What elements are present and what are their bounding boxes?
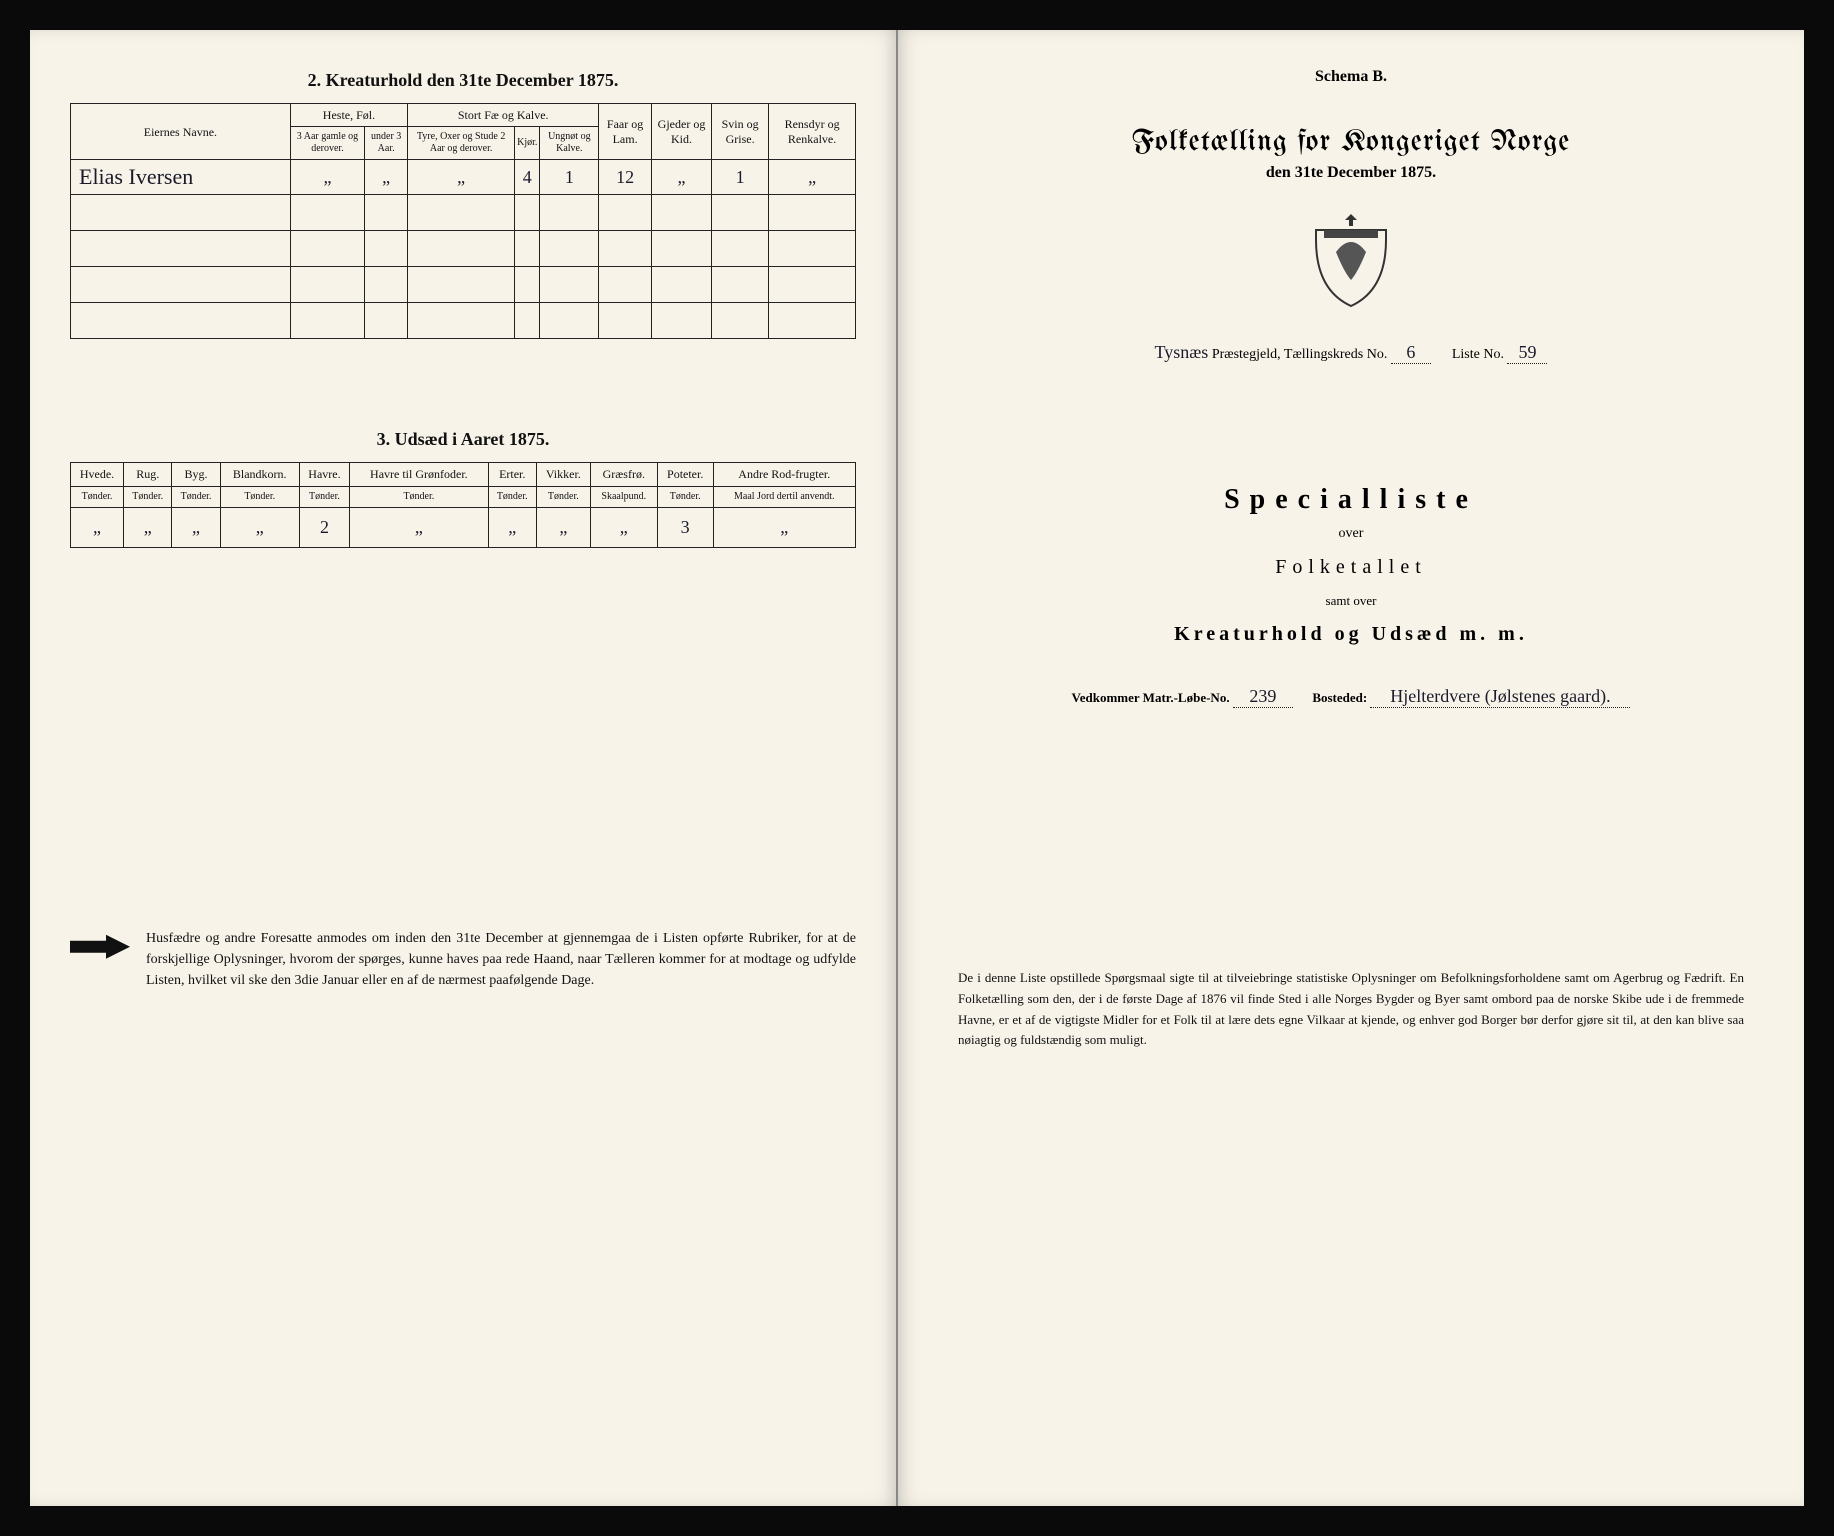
- document-scan: 2. Kreaturhold den 31te December 1875. E…: [30, 30, 1804, 1506]
- grp-heste: Heste, Føl.: [290, 104, 407, 127]
- right-page: Schema B. Folketælling for Kongeriget No…: [898, 30, 1804, 1506]
- sub-title: den 31te December 1875.: [958, 164, 1744, 182]
- seed-sub-3: Tønder.: [220, 486, 299, 507]
- sub-s3: Ungnøt og Kalve.: [540, 127, 599, 160]
- seed-col-8: Græsfrø.: [590, 463, 657, 486]
- seed-cell-7: „: [536, 507, 590, 547]
- sub-s1: Tyre, Oxer og Stude 2 Aar og derover.: [408, 127, 515, 160]
- main-title: Folketælling for Kongeriget Norge: [958, 126, 1744, 158]
- seed-cell-4: 2: [299, 507, 349, 547]
- table-row: [71, 303, 856, 339]
- seed-table: Hvede.Rug.Byg.Blandkorn.Havre.Havre til …: [70, 462, 856, 547]
- pointing-hand-icon: [70, 932, 130, 962]
- praestegjeld-name: Tysnæs: [1155, 342, 1209, 362]
- section2-title: 2. Kreaturhold den 31te December 1875.: [70, 70, 856, 91]
- cell-h1: „: [290, 160, 364, 195]
- coat-of-arms-icon: [1306, 212, 1396, 312]
- cell-h2: „: [365, 160, 408, 195]
- col-eier: Eiernes Navne.: [71, 104, 291, 160]
- seed-subheader-row: Tønder.Tønder.Tønder.Tønder.Tønder.Tønde…: [71, 486, 856, 507]
- sub-h1: 3 Aar gamle og derover.: [290, 127, 364, 160]
- seed-cell-8: „: [590, 507, 657, 547]
- cell-ren: „: [769, 160, 856, 195]
- loc-label-1: Præstegjeld, Tællingskreds No.: [1212, 347, 1388, 362]
- seed-col-3: Blandkorn.: [220, 463, 299, 486]
- loc-label-2: Liste No.: [1452, 347, 1504, 362]
- seed-col-10: Andre Rod-frugter.: [713, 463, 855, 486]
- seed-col-2: Byg.: [172, 463, 220, 486]
- grp-stort: Stort Fæ og Kalve.: [408, 104, 599, 127]
- table-row: Elias Iversen „ „ „ 4 1 12 „ 1 „: [71, 160, 856, 195]
- bosted-value: Hjelterdvere (Jølstenes gaard).: [1370, 686, 1630, 708]
- specialliste-heading: Specialliste: [958, 484, 1744, 516]
- cell-s1: „: [408, 160, 515, 195]
- seed-header-row: Hvede.Rug.Byg.Blandkorn.Havre.Havre til …: [71, 463, 856, 486]
- cell-s3: 1: [540, 160, 599, 195]
- cell-svin: 1: [712, 160, 769, 195]
- seed-cell-5: „: [350, 507, 488, 547]
- table-row: [71, 267, 856, 303]
- seed-cell-9: 3: [657, 507, 713, 547]
- kreaturhold-heading: Kreaturhold og Udsæd m. m.: [958, 623, 1744, 646]
- seed-col-5: Havre til Grønfoder.: [350, 463, 488, 486]
- seed-cell-1: „: [124, 507, 172, 547]
- seed-col-7: Vikker.: [536, 463, 590, 486]
- schema-label: Schema B.: [958, 68, 1744, 86]
- seed-col-9: Poteter.: [657, 463, 713, 486]
- sub-s2: Kjør.: [515, 127, 540, 160]
- seed-cell-6: „: [488, 507, 536, 547]
- samt-label: samt over: [958, 593, 1744, 609]
- col-svin: Svin og Grise.: [712, 104, 769, 160]
- seed-cell-3: „: [220, 507, 299, 547]
- cell-s2: 4: [515, 160, 540, 195]
- seed-cell-0: „: [71, 507, 124, 547]
- sub-h2: under 3 Aar.: [365, 127, 408, 160]
- table-row: „„„„2„„„„3„: [71, 507, 856, 547]
- seed-col-6: Erter.: [488, 463, 536, 486]
- seed-cell-10: „: [713, 507, 855, 547]
- left-instruction-block: Husfædre og andre Foresatte anmodes om i…: [70, 928, 856, 991]
- seed-sub-6: Tønder.: [488, 486, 536, 507]
- seed-sub-1: Tønder.: [124, 486, 172, 507]
- cell-faar: 12: [599, 160, 652, 195]
- seed-sub-10: Maal Jord dertil anvendt.: [713, 486, 855, 507]
- over-label: over: [958, 526, 1744, 542]
- left-page: 2. Kreaturhold den 31te December 1875. E…: [30, 30, 898, 1506]
- vedk-label-2: Bosteded:: [1312, 690, 1367, 705]
- seed-sub-9: Tønder.: [657, 486, 713, 507]
- matr-lobe-no: 239: [1233, 686, 1293, 708]
- livestock-table: Eiernes Navne. Heste, Føl. Stort Fæ og K…: [70, 103, 856, 339]
- seed-sub-2: Tønder.: [172, 486, 220, 507]
- seed-cell-2: „: [172, 507, 220, 547]
- seed-sub-8: Skaalpund.: [590, 486, 657, 507]
- col-gjeder: Gjeder og Kid.: [651, 104, 711, 160]
- section3-title: 3. Udsæd i Aaret 1875.: [70, 429, 856, 450]
- seed-sub-0: Tønder.: [71, 486, 124, 507]
- table-row: [71, 231, 856, 267]
- table-row: [71, 195, 856, 231]
- seed-sub-7: Tønder.: [536, 486, 590, 507]
- tellingskreds-no: 6: [1391, 342, 1431, 364]
- right-instruction-text: De i denne Liste opstillede Spørgsmaal s…: [958, 968, 1744, 1051]
- col-rensdyr: Rensdyr og Renkalve.: [769, 104, 856, 160]
- folketallet-heading: Folketallet: [958, 556, 1744, 579]
- seed-col-0: Hvede.: [71, 463, 124, 486]
- seed-col-4: Havre.: [299, 463, 349, 486]
- cell-navn: Elias Iversen: [71, 160, 291, 195]
- seed-sub-4: Tønder.: [299, 486, 349, 507]
- col-faar: Faar og Lam.: [599, 104, 652, 160]
- liste-no: 59: [1507, 342, 1547, 364]
- left-instruction-text: Husfædre og andre Foresatte anmodes om i…: [146, 928, 856, 991]
- vedk-label-1: Vedkommer Matr.-Løbe-No.: [1072, 690, 1230, 705]
- seed-col-1: Rug.: [124, 463, 172, 486]
- vedkommer-line: Vedkommer Matr.-Løbe-No. 239 Bosteded: H…: [958, 686, 1744, 708]
- cell-gjed: „: [651, 160, 711, 195]
- location-line: Tysnæs Præstegjeld, Tællingskreds No. 6 …: [958, 342, 1744, 364]
- seed-sub-5: Tønder.: [350, 486, 488, 507]
